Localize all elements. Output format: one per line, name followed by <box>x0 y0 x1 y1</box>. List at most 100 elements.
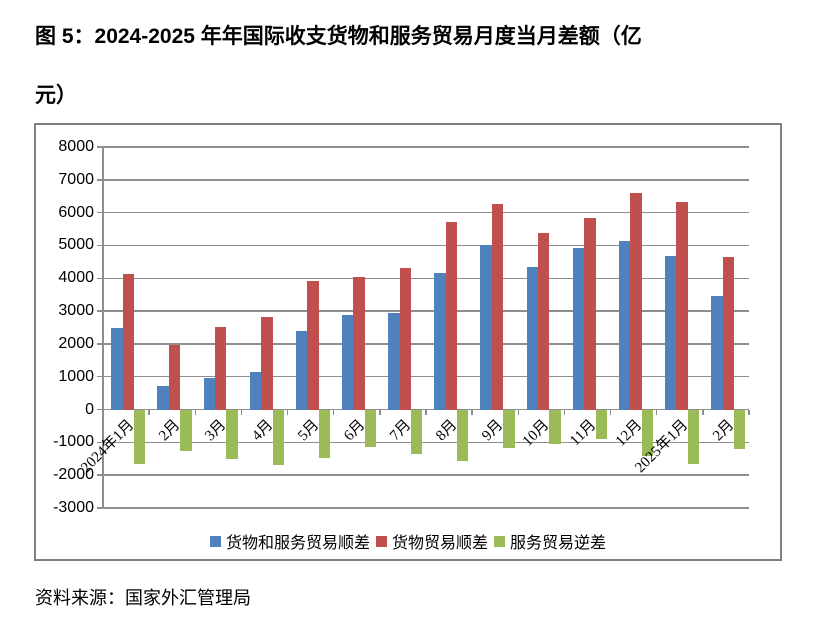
bar-services-deficit <box>134 409 146 464</box>
y-axis-tick <box>97 211 103 214</box>
bar-goods-and-services-surplus <box>342 314 354 410</box>
bar-services-deficit <box>272 409 284 465</box>
bar-services-deficit <box>687 409 700 464</box>
bar-services-deficit <box>318 409 331 459</box>
goods-surplus-legend-swatch <box>375 535 387 547</box>
y-axis-label: 0 <box>85 400 94 418</box>
x-axis-tick <box>332 409 335 415</box>
x-axis-tick <box>517 409 520 415</box>
x-axis-tick <box>425 409 427 415</box>
bar-goods-surplus <box>122 274 135 410</box>
y-axis-label: -3000 <box>53 499 94 516</box>
bar-goods-and-services-surplus <box>711 296 723 410</box>
legend-item-goods-surplus: 货物贸易顺差 <box>375 529 488 553</box>
y-axis-tick <box>97 375 103 378</box>
legend-label-services-deficit: 服务贸易逆差 <box>510 535 607 552</box>
gridline <box>103 211 749 214</box>
gridline <box>103 507 749 509</box>
y-axis-label: 3000 <box>58 302 94 320</box>
bar-goods-and-services-surplus <box>665 255 677 410</box>
bar-goods-surplus <box>353 276 365 410</box>
gridline <box>103 441 749 444</box>
bar-services-deficit <box>549 409 561 444</box>
bar-services-deficit <box>503 409 515 449</box>
y-axis-label: 7000 <box>58 170 94 188</box>
gridline <box>103 310 749 312</box>
gridline <box>103 277 749 280</box>
bar-goods-and-services-surplus <box>157 385 169 410</box>
x-axis-tick <box>194 409 197 415</box>
bar-services-deficit <box>410 409 423 455</box>
bar-goods-and-services-surplus <box>572 247 585 410</box>
bar-goods-surplus <box>630 192 642 410</box>
gridline <box>103 146 749 148</box>
gridline <box>103 343 749 345</box>
legend-label-goods-and-services-surplus: 货物和服务贸易顺差 <box>225 535 370 552</box>
goods-and-services-surplus-legend-swatch <box>209 535 221 547</box>
x-axis-tick <box>609 409 612 415</box>
bar-goods-and-services-surplus <box>249 372 262 410</box>
gridline <box>103 375 749 378</box>
bar-services-deficit <box>733 409 746 449</box>
y-axis-tick <box>97 179 103 181</box>
bar-services-deficit <box>595 409 607 440</box>
chart: 货物和服务贸易顺差 货物贸易顺差 服务贸易逆差 8000 7000 6000 5000 40… <box>34 123 782 561</box>
bar-goods-surplus <box>676 201 688 410</box>
x-axis-tick <box>748 409 750 415</box>
gridline <box>103 244 749 247</box>
bar-goods-and-services-surplus <box>618 241 631 410</box>
bar-goods-surplus <box>307 280 319 410</box>
y-axis-label: 6000 <box>58 203 94 221</box>
x-axis-tick <box>702 409 704 415</box>
bar-goods-and-services-surplus <box>434 273 446 410</box>
y-axis-label: -1000 <box>53 433 94 451</box>
bar-goods-surplus <box>584 217 596 410</box>
y-axis-tick <box>97 310 103 312</box>
bar-goods-and-services-surplus <box>526 267 538 410</box>
y-axis-tick <box>97 244 103 247</box>
y-axis-tick <box>97 507 103 509</box>
legend-item-services-deficit: 服务贸易逆差 <box>494 529 606 553</box>
bar-goods-surplus <box>537 232 550 410</box>
legend-item-goods-and-services-surplus: 货物和服务贸易顺差 <box>209 529 370 553</box>
bar-services-deficit <box>364 409 377 447</box>
y-axis-label: 8000 <box>58 138 94 155</box>
bar-goods-surplus <box>722 256 734 410</box>
bar-goods-surplus <box>445 221 458 410</box>
x-axis-tick <box>563 409 566 415</box>
bar-goods-surplus <box>214 327 227 410</box>
y-axis-tick <box>97 146 103 148</box>
y-axis-tick <box>97 441 103 444</box>
bar-goods-and-services-surplus <box>388 313 400 410</box>
bar-goods-and-services-surplus <box>203 378 215 410</box>
x-axis-tick <box>471 409 473 415</box>
bar-goods-surplus <box>491 203 504 410</box>
figure-title-line1: 图 5：2024-2025 年年国际收支货物和服务贸易月度当月差额（亿 <box>35 25 642 48</box>
bar-services-deficit <box>226 409 238 459</box>
y-axis-tick <box>97 343 103 345</box>
y-axis-tick <box>97 277 103 280</box>
bar-services-deficit <box>641 409 654 457</box>
bar-goods-and-services-surplus <box>295 331 308 410</box>
y-axis-label: 4000 <box>58 269 94 287</box>
gridline <box>103 179 749 181</box>
x-axis-tick <box>286 409 289 415</box>
y-axis-label: 2000 <box>58 334 94 352</box>
source-note: 资料来源：国家外汇管理局 <box>35 588 251 608</box>
figure-title-line2: 元） <box>35 84 77 107</box>
x-axis-tick <box>102 409 104 415</box>
gridline <box>103 474 749 476</box>
bar-goods-surplus <box>261 316 273 410</box>
y-axis-line <box>102 147 104 508</box>
x-axis-tick <box>655 409 658 415</box>
bar-goods-surplus <box>168 344 181 410</box>
x-axis-tick <box>148 409 150 415</box>
y-axis-tick <box>97 474 103 476</box>
x-axis-tick <box>379 409 381 415</box>
y-axis-label: -2000 <box>53 466 94 484</box>
bar-goods-surplus <box>399 268 411 410</box>
services-deficit-legend-swatch <box>494 535 505 547</box>
bar-goods-and-services-surplus <box>480 245 492 410</box>
bar-goods-and-services-surplus <box>111 328 123 410</box>
